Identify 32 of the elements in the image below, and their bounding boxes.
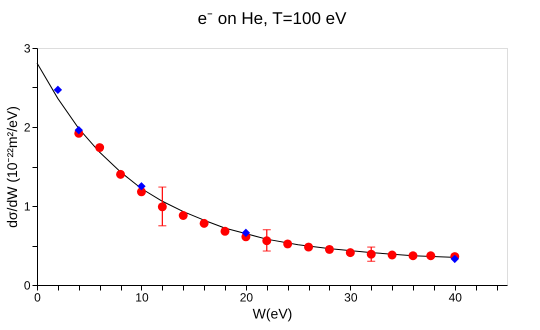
point	[74, 126, 83, 134]
point	[242, 228, 250, 238]
point	[54, 86, 62, 94]
x-tick-label: 20	[240, 290, 254, 304]
point	[178, 211, 188, 220]
point	[220, 226, 230, 236]
point	[366, 250, 376, 259]
x-tick-label: 30	[344, 290, 358, 304]
point	[158, 202, 167, 212]
point	[324, 244, 334, 254]
y-tick-label: 3	[24, 42, 31, 56]
x-axis-title: W(eV)	[252, 306, 292, 322]
point	[116, 170, 126, 179]
x-tick-label: 10	[135, 290, 149, 304]
y-tick-label: 1	[24, 200, 31, 214]
y-tick-label: 2	[24, 120, 31, 134]
point	[346, 248, 355, 258]
point	[450, 254, 459, 264]
point	[137, 182, 146, 190]
point	[408, 251, 418, 260]
point	[304, 242, 314, 252]
chart-title: e⁻ on He, T=100 eV	[198, 9, 348, 28]
y-axis-title: dσ/dW (10⁻²²m²/eV)	[4, 106, 20, 228]
y-tick-label: 0	[24, 278, 31, 292]
point	[200, 218, 209, 228]
x-tick-label: 40	[448, 290, 462, 304]
point	[388, 250, 397, 260]
x-tick-label: 0	[34, 290, 42, 304]
point	[262, 236, 272, 246]
point	[283, 239, 292, 248]
point	[95, 143, 104, 152]
point	[426, 251, 436, 260]
